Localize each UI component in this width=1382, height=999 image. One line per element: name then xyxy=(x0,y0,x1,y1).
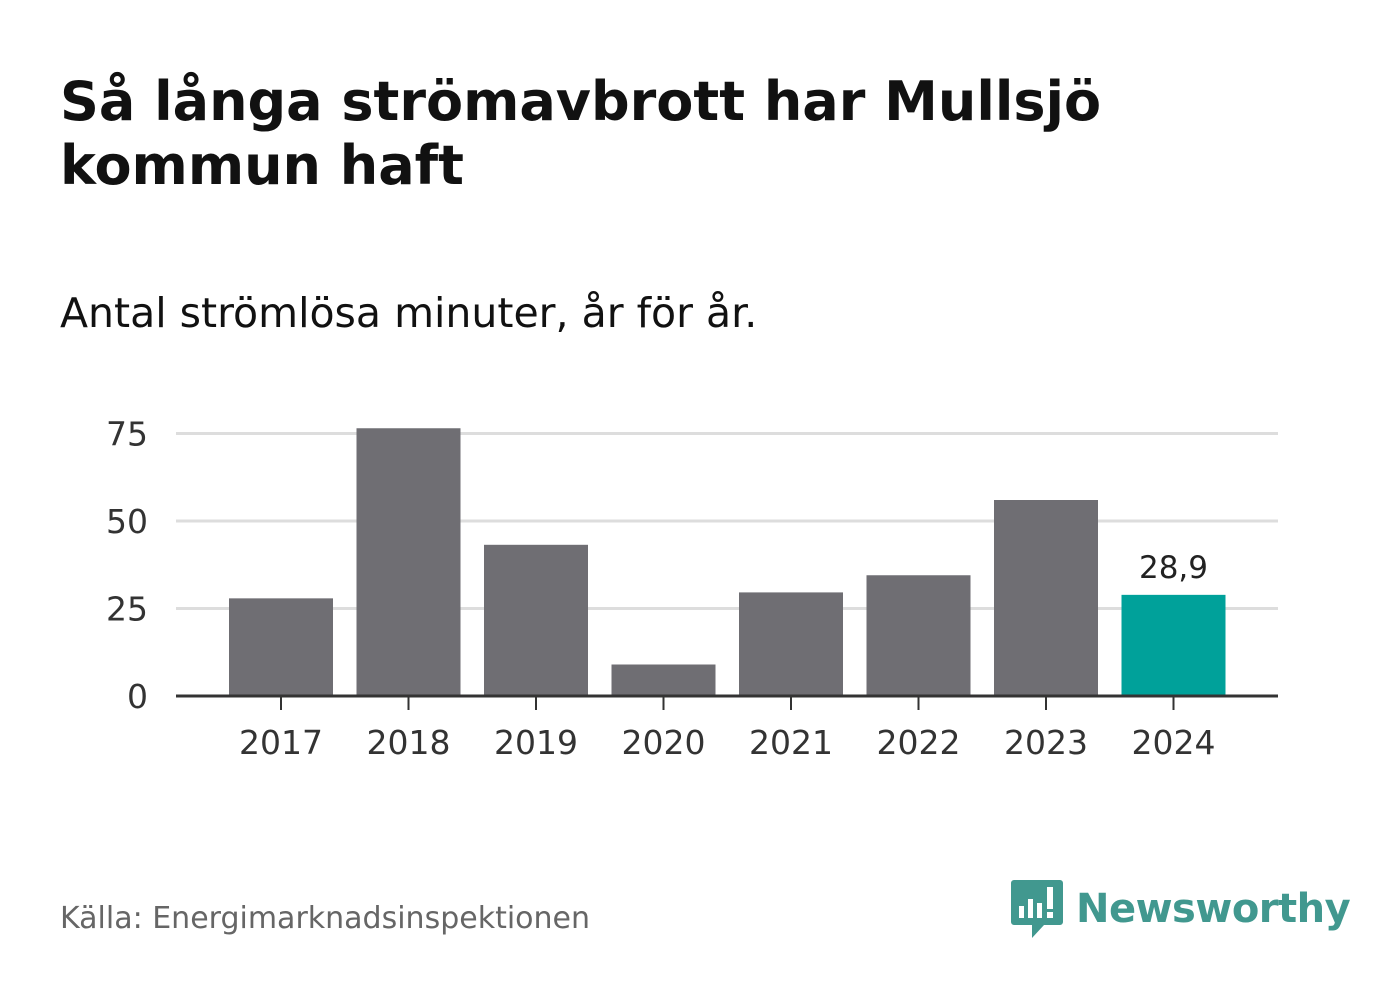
bar-2020 xyxy=(611,664,716,696)
bar-chart: 0 25 50 75 2017 2018 2019 2020 2021 2022 2023 2024 2… xyxy=(106,415,1278,763)
x-tick-label: 2021 xyxy=(749,723,833,762)
x-tick-label: 2017 xyxy=(239,723,323,762)
axes xyxy=(176,694,1278,710)
y-tick-label: 25 xyxy=(106,590,148,629)
newsworthy-logo-icon xyxy=(1011,880,1063,938)
x-tick-label: 2018 xyxy=(367,723,451,762)
bar-2024 xyxy=(1121,594,1226,696)
bar-2018 xyxy=(356,428,461,696)
bar-2017 xyxy=(229,598,333,696)
brand-logo: Newsworthy xyxy=(1010,878,1351,940)
source-note: Källa: Energimarknadsinspektionen xyxy=(60,901,591,936)
bar-2022 xyxy=(866,575,971,696)
bar-2021 xyxy=(739,592,843,696)
x-tick-label: 2024 xyxy=(1132,723,1216,762)
gridlines xyxy=(176,432,1278,610)
x-tick-label: 2022 xyxy=(877,723,961,762)
x-tick-label: 2019 xyxy=(494,723,578,762)
bar-2023 xyxy=(994,500,1098,696)
bars xyxy=(229,428,1226,696)
chart-title: Så långa strömavbrott har Mullsjö kommun… xyxy=(60,70,1102,197)
x-tick-label: 2020 xyxy=(622,723,706,762)
data-label: 28,9 xyxy=(1139,550,1208,586)
y-tick-label: 0 xyxy=(127,677,148,716)
y-tick-label: 75 xyxy=(106,415,148,454)
brand-name: Newsworthy xyxy=(1076,886,1351,932)
y-tick-label: 50 xyxy=(106,502,148,541)
bar-2019 xyxy=(484,544,588,696)
labels: 0 25 50 75 2017 2018 2019 2020 2021 2022 2023 2024 2… xyxy=(106,415,1215,763)
x-tick-label: 2023 xyxy=(1004,723,1088,762)
chart-subtitle: Antal strömlösa minuter, år för år. xyxy=(60,289,758,337)
